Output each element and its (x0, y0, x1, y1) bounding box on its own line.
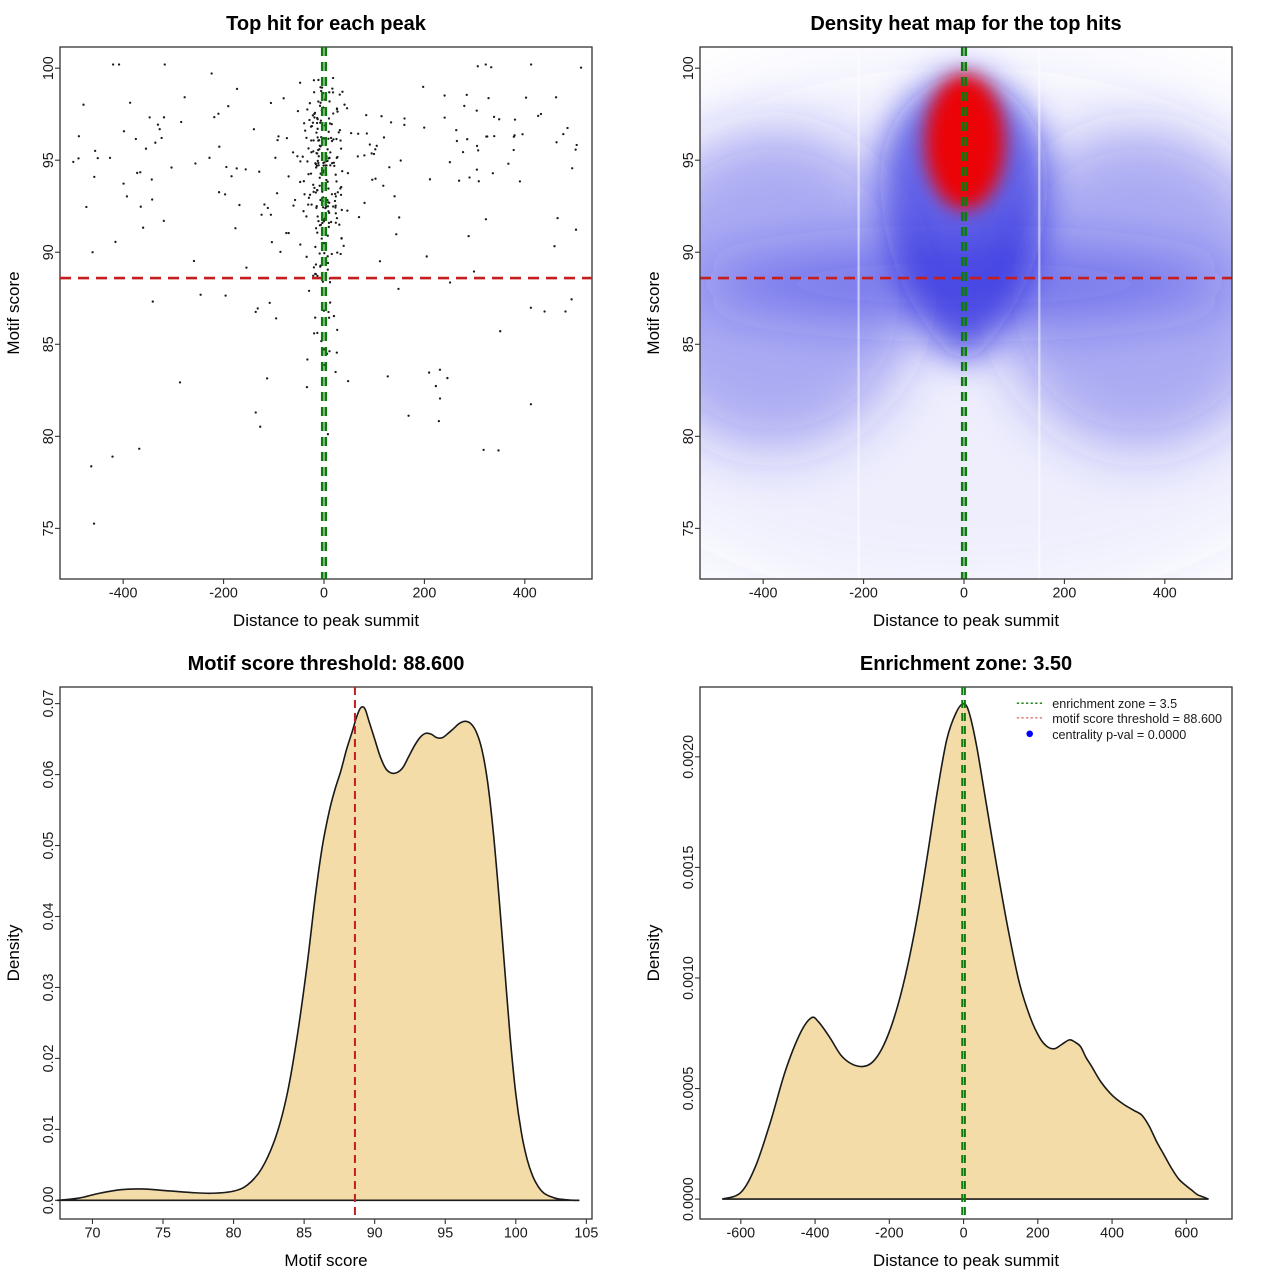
svg-text:-400: -400 (749, 586, 778, 602)
svg-text:105: 105 (574, 1226, 598, 1242)
svg-text:0.01: 0.01 (41, 1115, 57, 1143)
svg-text:80: 80 (681, 428, 697, 444)
svg-text:-400: -400 (109, 586, 138, 602)
svg-text:Density: Density (644, 924, 663, 981)
svg-text:100: 100 (504, 1226, 528, 1242)
svg-text:200: 200 (1052, 586, 1076, 602)
svg-text:400: 400 (1100, 1226, 1124, 1242)
svg-text:75: 75 (41, 520, 57, 536)
svg-text:85: 85 (296, 1226, 312, 1242)
svg-text:400: 400 (1153, 586, 1177, 602)
svg-text:0.06: 0.06 (41, 761, 57, 789)
svg-text:0.0020: 0.0020 (681, 735, 697, 779)
svg-text:0.07: 0.07 (41, 690, 57, 718)
svg-text:0.04: 0.04 (41, 903, 57, 931)
svg-text:0.0005: 0.0005 (681, 1067, 697, 1111)
svg-text:Motif score: Motif score (644, 271, 663, 354)
svg-text:600: 600 (1174, 1226, 1198, 1242)
svg-text:Enrichment zone: 3.50: Enrichment zone: 3.50 (860, 653, 1072, 675)
svg-text:75: 75 (681, 520, 697, 536)
svg-text:70: 70 (85, 1226, 101, 1242)
svg-text:90: 90 (367, 1226, 383, 1242)
svg-text:-200: -200 (849, 586, 878, 602)
svg-text:80: 80 (41, 428, 57, 444)
svg-text:200: 200 (1026, 1226, 1050, 1242)
svg-text:Motif score: Motif score (284, 1251, 367, 1270)
svg-text:-600: -600 (727, 1226, 756, 1242)
svg-text:enrichment zone = 3.5: enrichment zone = 3.5 (1052, 697, 1177, 711)
svg-text:85: 85 (41, 336, 57, 352)
svg-text:Motif score threshold: 88.600: Motif score threshold: 88.600 (188, 653, 465, 675)
svg-text:100: 100 (681, 56, 697, 80)
svg-text:0.0010: 0.0010 (681, 956, 697, 1000)
svg-text:motif score threshold = 88.600: motif score threshold = 88.600 (1052, 712, 1222, 726)
svg-text:Density: Density (4, 924, 23, 981)
svg-text:-400: -400 (801, 1226, 830, 1242)
svg-text:0: 0 (960, 1226, 968, 1242)
svg-text:Distance to peak summit: Distance to peak summit (873, 1251, 1059, 1270)
svg-text:Distance to peak summit: Distance to peak summit (233, 611, 419, 630)
svg-text:-200: -200 (209, 586, 238, 602)
svg-text:0.0015: 0.0015 (681, 845, 697, 889)
svg-text:Top hit for each peak: Top hit for each peak (226, 13, 427, 35)
svg-text:0.02: 0.02 (41, 1044, 57, 1072)
svg-text:75: 75 (155, 1226, 171, 1242)
svg-text:0: 0 (320, 586, 328, 602)
svg-text:90: 90 (41, 244, 57, 260)
svg-text:80: 80 (226, 1226, 242, 1242)
svg-text:100: 100 (41, 56, 57, 80)
svg-text:Motif score: Motif score (4, 271, 23, 354)
svg-text:200: 200 (412, 586, 436, 602)
svg-text:400: 400 (513, 586, 537, 602)
svg-text:0.0000: 0.0000 (681, 1177, 697, 1221)
svg-text:95: 95 (681, 152, 697, 168)
svg-text:0: 0 (960, 586, 968, 602)
svg-text:0.00: 0.00 (41, 1186, 57, 1214)
svg-text:centrality p-val = 0.0000: centrality p-val = 0.0000 (1052, 728, 1186, 742)
svg-text:0.03: 0.03 (41, 973, 57, 1001)
svg-text:85: 85 (681, 336, 697, 352)
svg-text:Distance to peak summit: Distance to peak summit (873, 611, 1059, 630)
svg-text:90: 90 (681, 244, 697, 260)
svg-text:Density heat map for the top h: Density heat map for the top hits (810, 13, 1121, 35)
svg-text:-200: -200 (875, 1226, 904, 1242)
svg-text:0.05: 0.05 (41, 832, 57, 860)
svg-text:95: 95 (41, 152, 57, 168)
svg-text:95: 95 (437, 1226, 453, 1242)
